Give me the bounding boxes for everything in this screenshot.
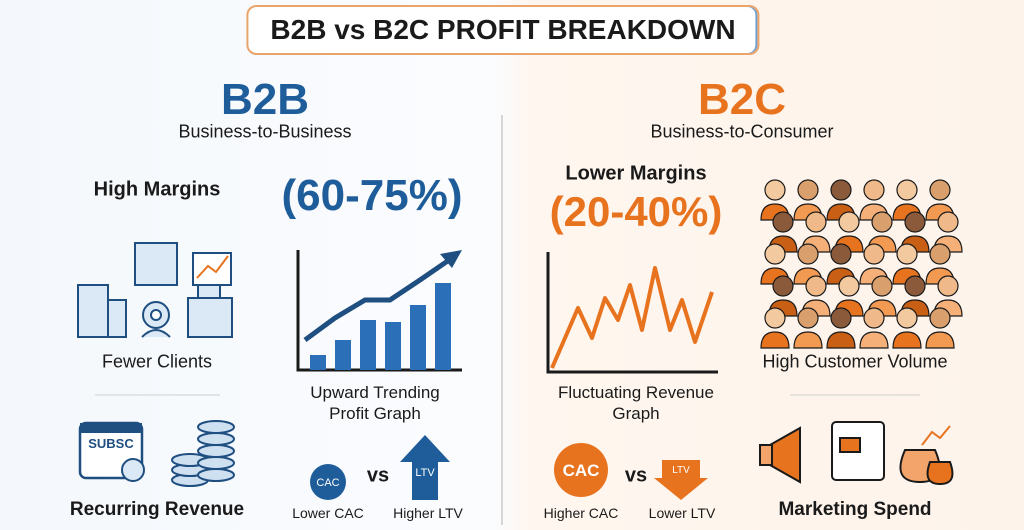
ltv-arrow: [654, 460, 708, 500]
person: [830, 179, 852, 201]
person: [871, 211, 893, 233]
person: [772, 211, 794, 233]
fluctuating-graph: [546, 252, 718, 374]
person: [937, 211, 959, 233]
person: [760, 331, 790, 349]
person: [772, 275, 794, 297]
person: [929, 307, 951, 329]
person: [838, 211, 860, 233]
cac-badge: [310, 464, 346, 500]
title: B2B vs B2C PROFIT BREAKDOWN: [246, 5, 760, 55]
coins-icon: [171, 420, 235, 487]
graph-label: Upward Trending Profit Graph: [310, 383, 440, 423]
person: [896, 307, 918, 329]
person: [764, 243, 786, 265]
spend-label: Marketing Spend: [778, 499, 932, 520]
marketing-icons: [759, 421, 954, 486]
ltv-text: LTV: [672, 465, 690, 476]
buildings-icon: [77, 242, 233, 338]
heading: B2C: [697, 75, 787, 124]
cac-badge: [554, 443, 608, 497]
margin-range: (20-40%): [549, 188, 723, 235]
cac-label: Higher CAC: [543, 505, 619, 521]
margin-range: (60-75%): [281, 171, 463, 220]
person: [830, 307, 852, 329]
person: [859, 331, 889, 349]
person: [871, 275, 893, 297]
person: [797, 179, 819, 201]
clients-label: Fewer Clients: [101, 351, 213, 372]
person: [764, 179, 786, 201]
person: [929, 179, 951, 201]
upward-graph: [296, 250, 462, 372]
heading: B2B: [220, 75, 310, 124]
ltv-text: LTV: [415, 467, 435, 479]
vs: vs: [624, 464, 648, 487]
person: [896, 179, 918, 201]
person: [793, 331, 823, 349]
margin-label: High Margins: [93, 178, 221, 201]
person: [797, 307, 819, 329]
icon-text: SUBSC: [88, 436, 134, 451]
cac-label: Lower CAC: [292, 505, 364, 521]
person: [838, 275, 860, 297]
person: [826, 331, 856, 349]
graph-label: Fluctuating Revenue Graph: [558, 383, 714, 423]
person: [863, 307, 885, 329]
person: [863, 179, 885, 201]
person: [805, 211, 827, 233]
person: [805, 275, 827, 297]
subscription-icon: SUBSC: [78, 421, 145, 482]
subheading: Business-to-Business: [178, 121, 352, 142]
ltv-arrow: [400, 435, 450, 500]
ltv-label: Lower LTV: [648, 505, 716, 521]
person: [892, 331, 922, 349]
person: [830, 243, 852, 265]
person: [863, 243, 885, 265]
revenue-label: Recurring Revenue: [69, 499, 245, 520]
person: [929, 243, 951, 265]
person: [896, 243, 918, 265]
subheading: Business-to-Consumer: [650, 121, 834, 142]
person: [764, 307, 786, 329]
person: [797, 243, 819, 265]
margin-label: Lower Margins: [565, 162, 707, 185]
ltv-label: Higher LTV: [393, 505, 463, 521]
person: [925, 331, 955, 349]
crowd-icon: [760, 179, 963, 349]
person: [937, 275, 959, 297]
person: [904, 275, 926, 297]
person: [904, 211, 926, 233]
cac-text: CAC: [316, 477, 339, 489]
volume-label: High Customer Volume: [762, 351, 948, 372]
cac-text: CAC: [563, 461, 600, 480]
vs: vs: [366, 464, 390, 487]
